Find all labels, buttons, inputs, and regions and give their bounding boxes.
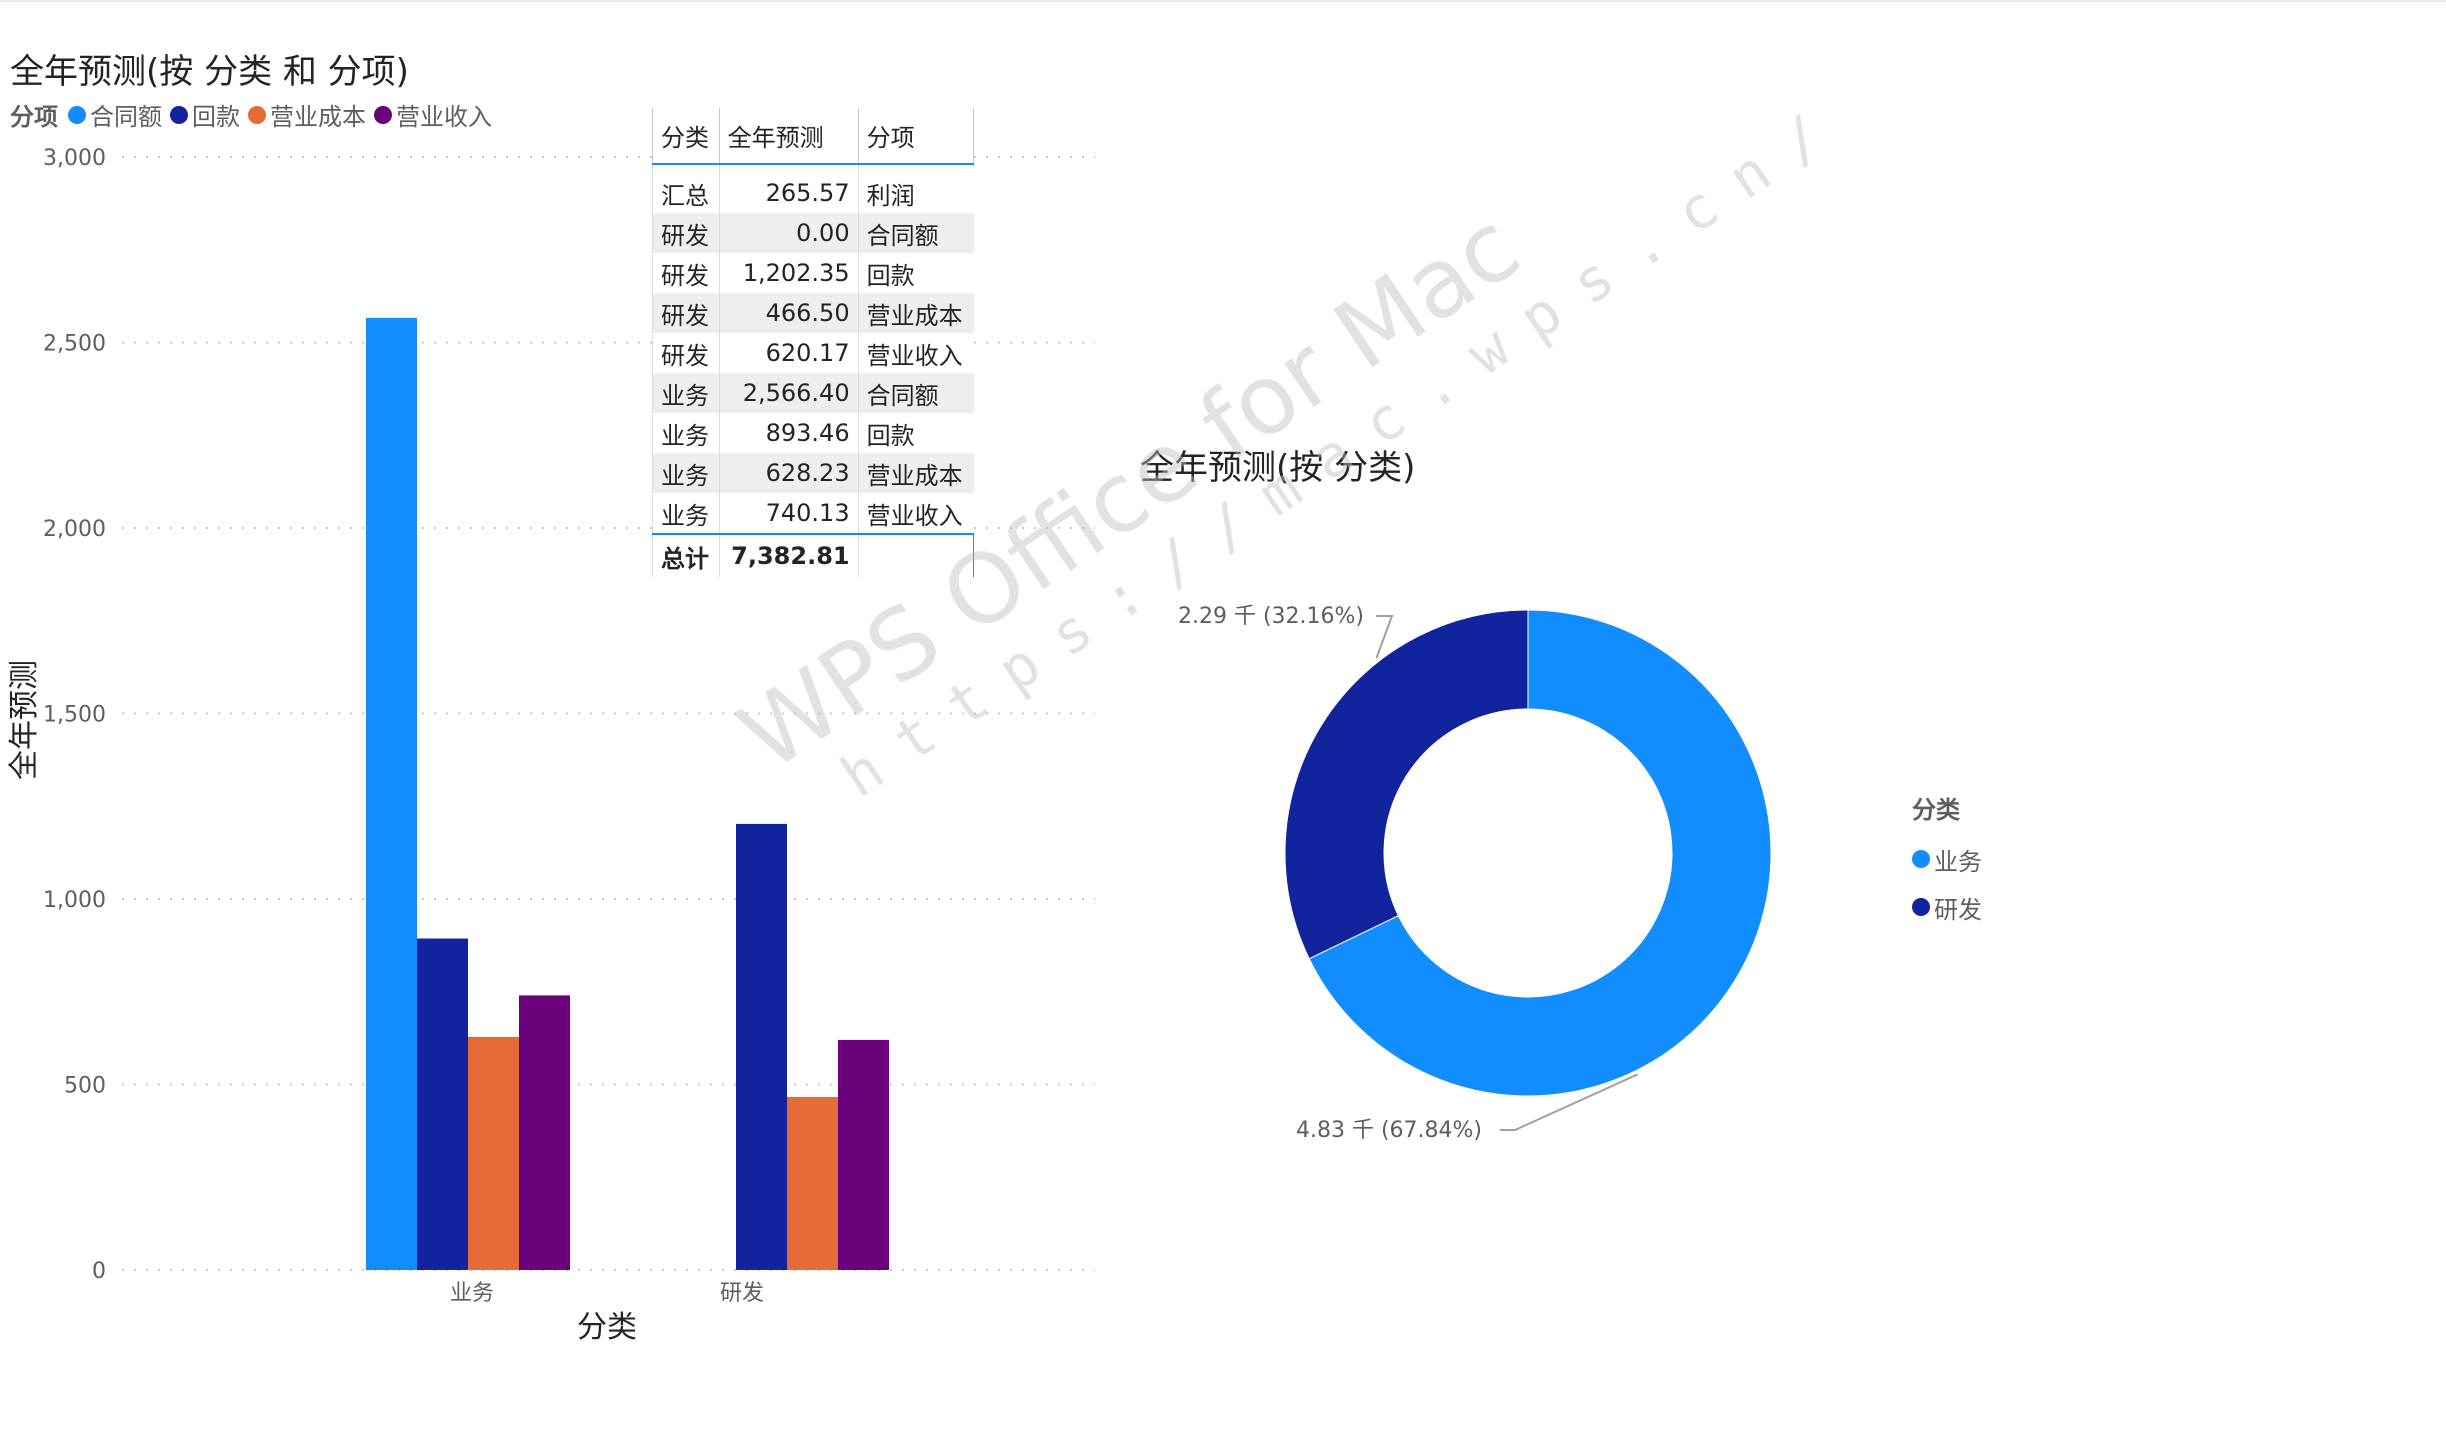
x-axis-title: 分类: [577, 1310, 637, 1345]
donut-data-label: 2.29 千 (32.16%): [1178, 604, 1364, 629]
legend-item[interactable]: 回款: [170, 97, 240, 132]
table-row[interactable]: 业务 740.13 营业收入: [652, 493, 974, 534]
donut-legend-label: 业务: [1934, 847, 1982, 876]
table-row[interactable]: 研发 0.00 合同额: [652, 213, 974, 253]
table-cell-item: 营业成本: [857, 453, 974, 493]
table-cell-forecast: 628.23: [718, 453, 859, 493]
legend-label: 营业成本: [270, 103, 366, 131]
table-cell-category: 研发: [652, 213, 720, 253]
donut-legend-title: 分类: [1912, 796, 1960, 824]
data-table[interactable]: 分类 全年预测 分项 汇总 265.57 利润 研发 0.00 合同额 研发 1,202.35…: [652, 108, 975, 577]
table-cell-forecast: 0.00: [718, 213, 859, 253]
table-cell-item: 营业成本: [857, 293, 974, 333]
bar[interactable]: [838, 1039, 889, 1270]
table-cell-category: 业务: [652, 413, 720, 453]
table-cell-item: 回款: [857, 253, 974, 293]
legend-label: 合同额: [90, 103, 162, 131]
y-tick-label: 2,000: [43, 517, 106, 542]
x-tick-label: 研发: [720, 1281, 764, 1306]
table-cell-item: 营业收入: [857, 333, 974, 373]
donut-legend-item-rnd[interactable]: 研发: [1912, 883, 1982, 931]
table-header-item[interactable]: 分项: [857, 108, 975, 165]
table-cell-category: 研发: [652, 293, 720, 333]
leader-line: [1500, 1073, 1639, 1131]
table-cell-category: 汇总: [652, 164, 720, 213]
bar[interactable]: [468, 1036, 519, 1270]
table-cell-category: 研发: [652, 253, 720, 293]
bar-chart-legend: 分项 合同额 回款 营业成本 营业收入: [10, 97, 500, 132]
table-cell-item: 利润: [857, 164, 974, 213]
donut-slice[interactable]: [1284, 609, 1529, 960]
donut-legend: 分类 业务 研发: [1912, 790, 1982, 931]
table-cell-forecast: 740.13: [718, 493, 859, 534]
y-tick-label: 1,500: [43, 703, 106, 728]
legend-dot-icon: [248, 105, 266, 124]
table-cell-item: 合同额: [857, 373, 974, 413]
donut-legend-item-business[interactable]: 业务: [1912, 835, 1982, 883]
table-cell-item: 回款: [857, 413, 974, 453]
legend-label: 营业收入: [396, 103, 492, 131]
y-tick-label: 3,000: [43, 146, 106, 171]
table-row[interactable]: 研发 620.17 营业收入: [652, 333, 974, 373]
donut-chart-plot: 4.83 千 (67.84%) 2.29 千 (32.16%): [1178, 604, 1772, 1143]
x-tick-label: 业务: [450, 1281, 494, 1306]
table-row[interactable]: 汇总 265.57 利润: [652, 164, 974, 213]
y-tick-label: 500: [64, 1074, 106, 1099]
legend-title: 分项: [10, 103, 58, 131]
y-axis-title: 全年预测: [7, 660, 42, 780]
legend-dot-icon: [374, 105, 392, 124]
legend-item[interactable]: 营业成本: [248, 97, 366, 132]
donut-slice[interactable]: [1308, 609, 1772, 1097]
legend-label: 回款: [192, 103, 240, 131]
table-row[interactable]: 研发 1,202.35 回款: [652, 253, 974, 293]
table-cell-category: 业务: [652, 373, 720, 413]
donut-legend-label: 研发: [1934, 895, 1982, 924]
table-cell-forecast: 2,566.40: [718, 373, 859, 413]
bar[interactable]: [366, 317, 417, 1270]
bar[interactable]: [787, 1096, 838, 1270]
table-total-row: 总计 7,382.81: [652, 533, 975, 577]
y-tick-label: 2,500: [43, 332, 106, 357]
donut-data-label: 4.83 千 (67.84%): [1296, 1118, 1482, 1143]
table-cell-item: 营业收入: [857, 493, 974, 534]
table-row[interactable]: 业务 893.46 回款: [652, 413, 974, 453]
table-cell-forecast: 466.50: [718, 293, 859, 333]
bar-chart-visual[interactable]: 全年预测(按 分类 和 分项) 分项 合同额 回款 营业成本 营业收入 0 500 1,0…: [0, 30, 1100, 1360]
table-total-empty: [857, 533, 975, 577]
y-tick-label: 1,000: [43, 888, 106, 913]
bar[interactable]: [519, 995, 570, 1270]
table-cell-category: 研发: [652, 333, 720, 373]
table-cell-forecast: 893.46: [718, 413, 859, 453]
table-row[interactable]: 业务 2,566.40 合同额: [652, 373, 974, 413]
legend-item[interactable]: 合同额: [68, 97, 162, 132]
table-row[interactable]: 研发 466.50 营业成本: [652, 293, 974, 333]
legend-item[interactable]: 营业收入: [374, 97, 492, 132]
top-divider: [0, 0, 2446, 2]
table-cell-forecast: 620.17: [718, 333, 859, 373]
legend-dot-icon: [1912, 898, 1930, 916]
bar[interactable]: [736, 823, 787, 1270]
table-cell-category: 业务: [652, 453, 720, 493]
bar-chart-title: 全年预测(按 分类 和 分项): [10, 52, 409, 92]
table-header-forecast[interactable]: 全年预测: [718, 108, 859, 165]
legend-dot-icon: [170, 105, 188, 124]
leader-line: [1375, 615, 1394, 659]
table-total-value: 7,382.81: [718, 533, 859, 577]
y-tick-label: 0: [92, 1259, 106, 1284]
table-total-label: 总计: [652, 533, 720, 577]
donut-chart-title: 全年预测(按 分类): [1140, 448, 1416, 488]
table-cell-category: 业务: [652, 493, 720, 534]
table-header-category[interactable]: 分类: [652, 108, 720, 165]
table-cell-forecast: 1,202.35: [718, 253, 859, 293]
table-row[interactable]: 业务 628.23 营业成本: [652, 453, 974, 493]
legend-dot-icon: [68, 105, 86, 124]
bar[interactable]: [417, 938, 468, 1270]
legend-dot-icon: [1912, 850, 1930, 868]
table-cell-forecast: 265.57: [718, 164, 859, 213]
donut-chart-visual[interactable]: 4.83 千 (67.84%) 2.29 千 (32.16%): [1120, 420, 2020, 1180]
table-cell-item: 合同额: [857, 213, 974, 253]
